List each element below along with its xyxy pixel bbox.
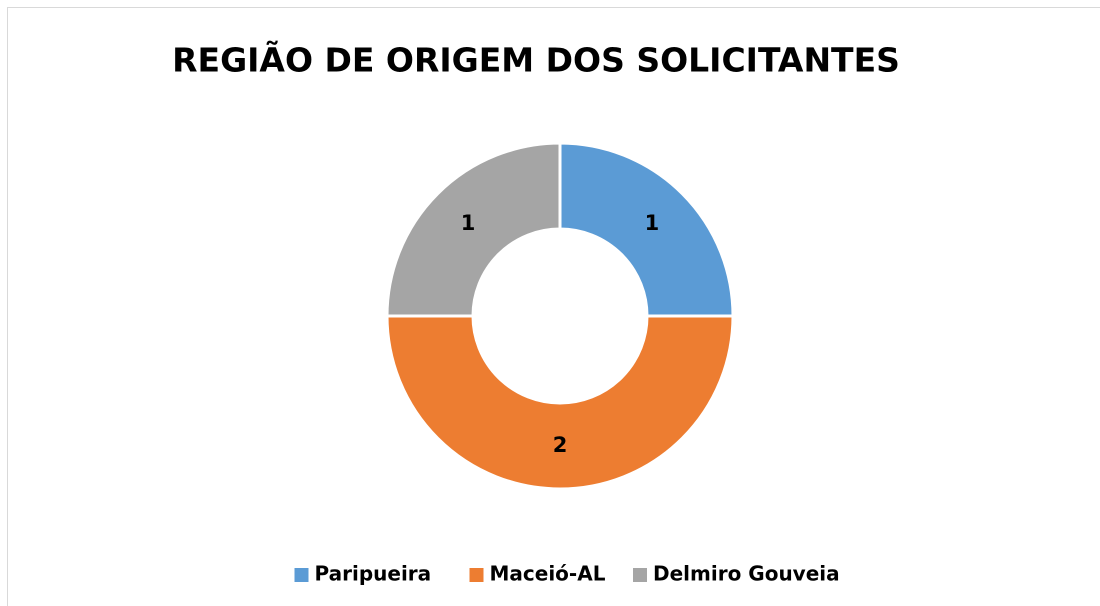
donut-slice: [385, 314, 735, 491]
legend-swatch: [469, 568, 484, 582]
legend-swatch: [294, 568, 309, 582]
data-label: 1: [461, 211, 476, 235]
legend-label: Maceió-AL: [490, 562, 606, 586]
chart-area: [7, 7, 1100, 606]
donut-slice: [385, 141, 562, 318]
legend-swatch: [633, 568, 647, 582]
data-label: 1: [645, 211, 660, 235]
chart-title: REGIÃO DE ORIGEM DOS SOLICITANTES: [172, 40, 900, 80]
donut-slice: [558, 141, 735, 318]
data-label: 2: [553, 433, 568, 457]
legend-label: Paripueira: [315, 562, 432, 586]
legend-label: Delmiro Gouveia: [653, 562, 840, 586]
